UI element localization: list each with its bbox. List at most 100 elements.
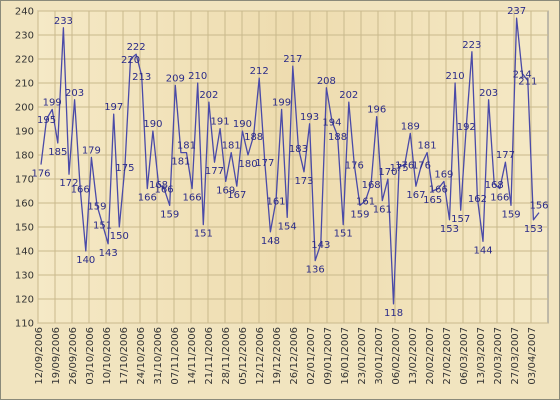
data-label: 185 — [48, 147, 67, 158]
data-label: 161 — [266, 197, 285, 208]
x-tick-label: 09/01/2007 — [323, 327, 334, 385]
y-tick-label: 130 — [15, 271, 34, 282]
data-label: 148 — [261, 236, 280, 247]
data-label: 210 — [446, 71, 465, 82]
data-label: 196 — [367, 105, 386, 116]
y-tick-label: 200 — [15, 103, 34, 114]
data-label: 222 — [127, 42, 146, 53]
x-tick-label: 05/12/2006 — [238, 327, 249, 385]
data-label: 176 — [345, 161, 364, 172]
data-label: 168 — [485, 180, 504, 191]
data-label: 193 — [300, 112, 319, 123]
y-tick-label: 180 — [15, 151, 34, 162]
data-label: 237 — [507, 6, 526, 17]
data-label: 192 — [457, 122, 476, 133]
data-label: 183 — [289, 144, 308, 155]
y-tick-label: 150 — [15, 223, 34, 234]
data-label: 140 — [76, 255, 95, 266]
data-label: 143 — [311, 240, 330, 251]
data-label: 209 — [166, 73, 185, 84]
x-tick-label: 12/12/2006 — [255, 327, 266, 385]
data-label: 144 — [473, 245, 492, 256]
data-label: 169 — [434, 169, 453, 180]
data-label: 181 — [177, 141, 196, 152]
data-label: 151 — [93, 221, 112, 232]
data-label: 173 — [294, 176, 313, 187]
data-label: 210 — [188, 71, 207, 82]
data-label: 166 — [138, 193, 157, 204]
data-label: 223 — [462, 40, 481, 51]
data-label: 181 — [418, 141, 437, 152]
data-label: 156 — [529, 201, 548, 212]
x-tick-label: 26/12/2006 — [289, 327, 300, 385]
data-label: 175 — [115, 163, 134, 174]
data-label: 217 — [283, 54, 302, 65]
x-tick-label: 06/02/2007 — [391, 327, 402, 385]
data-label: 177 — [496, 150, 515, 161]
data-label: 190 — [233, 119, 252, 130]
data-label: 176 — [31, 169, 50, 180]
x-tick-label: 13/02/2007 — [408, 327, 419, 385]
x-tick-label: 03/04/2007 — [527, 327, 538, 385]
data-label: 195 — [37, 115, 56, 126]
x-tick-label: 06/03/2007 — [459, 327, 470, 385]
data-label: 168 — [149, 180, 168, 191]
x-tick-label: 19/12/2006 — [272, 327, 283, 385]
x-tick-label: 23/01/2007 — [357, 327, 368, 385]
x-tick-label: 13/03/2007 — [476, 327, 487, 385]
x-tick-label: 19/09/2006 — [51, 327, 62, 385]
data-label: 188 — [244, 132, 263, 143]
x-tick-label: 03/10/2006 — [85, 327, 96, 385]
series-line — [40, 17, 540, 305]
data-label: 166 — [429, 185, 448, 196]
x-tick-label: 16/01/2007 — [340, 327, 351, 385]
y-tick-label: 120 — [15, 295, 34, 306]
y-tick-label: 230 — [15, 31, 34, 42]
y-tick-label: 220 — [15, 55, 34, 66]
x-tick-label: 27/02/2007 — [442, 327, 453, 385]
data-label: 211 — [518, 77, 537, 88]
data-label: 136 — [306, 265, 325, 276]
data-label: 181 — [171, 157, 190, 168]
x-tick-label: 21/11/2006 — [204, 327, 215, 385]
x-tick-label: 31/10/2006 — [153, 327, 164, 385]
y-tick-label: 160 — [15, 199, 34, 210]
x-axis-ticks: 12/09/2006 19/09/2006 26/09/2006 03/10/2006… — [34, 327, 538, 385]
data-label: 177 — [255, 158, 274, 169]
data-label: 175 — [390, 163, 409, 174]
data-label: 165 — [423, 195, 442, 206]
data-label: 202 — [199, 90, 218, 101]
data-label: 191 — [211, 117, 230, 128]
x-tick-label: 17/10/2006 — [119, 327, 130, 385]
data-label: 181 — [222, 141, 241, 152]
data-label: 168 — [362, 180, 381, 191]
data-label: 199 — [43, 97, 62, 108]
data-label: 188 — [328, 132, 347, 143]
x-tick-label: 02/01/2007 — [306, 327, 317, 385]
data-label: 167 — [227, 190, 246, 201]
data-label: 166 — [183, 193, 202, 204]
data-label: 176 — [412, 161, 431, 172]
y-tick-label: 190 — [15, 127, 34, 138]
data-label: 170 — [378, 167, 397, 178]
data-label: 157 — [451, 214, 470, 225]
data-label: 213 — [132, 72, 151, 83]
data-labels: 176 195 199 185 233 172 203 166 140 179 159 151 143 1… — [31, 6, 548, 319]
data-label: 166 — [490, 193, 509, 204]
data-label: 159 — [87, 201, 106, 212]
data-label: 150 — [110, 231, 129, 242]
data-label: 161 — [356, 197, 375, 208]
data-label: 203 — [65, 88, 84, 99]
x-tick-label: 14/11/2006 — [187, 327, 198, 385]
data-label: 166 — [155, 185, 174, 196]
x-tick-label: 24/10/2006 — [136, 327, 147, 385]
data-label: 233 — [54, 16, 73, 27]
data-label: 194 — [322, 117, 341, 128]
x-tick-label: 20/02/2007 — [425, 327, 436, 385]
data-label: 220 — [121, 55, 140, 66]
data-label: 159 — [160, 209, 179, 220]
data-label: 162 — [468, 194, 487, 205]
y-tick-label: 210 — [15, 79, 34, 90]
